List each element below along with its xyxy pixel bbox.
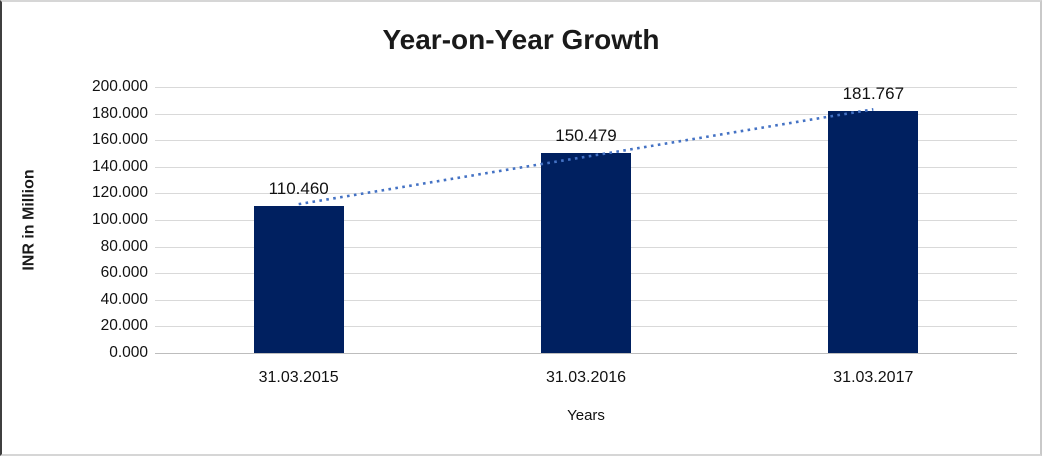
y-tick-label: 200.000 — [91, 78, 148, 95]
bar — [828, 111, 919, 353]
x-tick-label: 31.03.2016 — [545, 369, 627, 386]
y-axis-tick-labels: 200.000 180.000 160.000 140.000 120.000 100.0… — [42, 78, 148, 361]
y-tick-label: 80.000 — [100, 237, 148, 255]
gridline — [155, 87, 1017, 88]
y-tick-label: 120.000 — [91, 184, 148, 202]
bar — [541, 152, 631, 353]
data-label: 110.460 — [268, 179, 329, 199]
trendline — [298, 108, 874, 206]
y-tick-label: 180.000 — [91, 104, 148, 122]
y-tick-label: 160.000 — [91, 131, 148, 149]
y-tick-label: 60.000 — [100, 264, 148, 282]
y-tick-label: 0.000 — [109, 344, 148, 361]
x-tick-label: 31.03.2015 — [258, 369, 339, 386]
gridline — [155, 140, 1017, 142]
gridline — [155, 113, 1017, 115]
x-tick-label: 31.03.2017 — [833, 369, 914, 386]
plot-area: 110.460 150.479 181.767 — [155, 84, 1017, 354]
data-label: 150.479 — [555, 125, 617, 145]
y-axis-title-text: INR in Million — [21, 169, 39, 271]
x-axis-title: Years — [567, 407, 605, 424]
y-tick-label: 140.000 — [91, 157, 148, 175]
bar — [253, 206, 344, 353]
x-axis-line — [155, 353, 1017, 354]
y-tick-label: 20.000 — [100, 317, 148, 335]
y-tick-label: 40.000 — [100, 290, 148, 308]
y-tick-label: 100.000 — [91, 211, 148, 228]
chart-title: Year-on-Year Growth — [382, 24, 660, 55]
x-axis-tick-labels: 31.03.2015 31.03.2016 31.03.2017 — [155, 369, 1017, 387]
data-label: 181.767 — [842, 84, 905, 104]
